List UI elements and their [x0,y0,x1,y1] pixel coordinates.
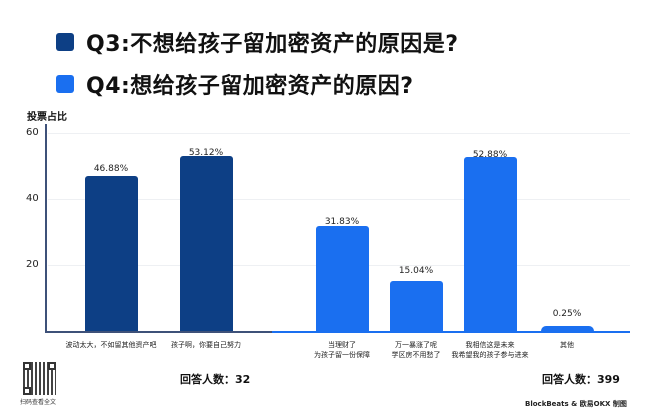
category-line-1: 万一暴涨了呢 [395,341,437,349]
value-label: 46.88% [93,164,129,174]
legend-swatch-q3 [56,33,74,51]
category-label: 我相信这是未来 我希望我的孩子参与进来 [440,340,540,360]
category-line-1: 我相信这是未来 [465,341,515,349]
value-label: 53.12% [188,148,224,158]
y-tick-20: 20 [26,259,39,270]
legend-label-q4: Q4:想给孩子留加密资产的原因? [86,74,414,99]
category-label: 孩子啊，你要自己努力 [171,341,241,349]
y-tick-60: 60 [26,127,39,138]
category-label: 万一暴涨了呢 学区房不用愁了 [366,340,466,360]
y-axis-line [45,124,47,333]
category-line-1: 当理财了 [328,341,356,349]
legend-label-q3: Q3:不想给孩子留加密资产的原因是? [86,32,459,57]
legend-item-q3: Q3:不想给孩子留加密资产的原因是? [56,26,459,58]
respondent-count-q3: 回答人数：32 [180,373,251,386]
bar-q4-future [464,157,517,331]
category-line-2: 我希望我的孩子参与进来 [451,351,529,359]
respondent-count-q4: 回答人数：399 [542,373,620,386]
qr-code-icon[interactable] [23,362,56,395]
value-label: 31.83% [324,217,360,227]
bar-q3-selfreliant [180,156,233,331]
baseline-q4 [272,331,630,333]
gridline-60 [48,133,630,134]
category-label: 波动太大，不如留其他资产吧 [65,341,157,349]
legend-swatch-q4 [56,75,74,93]
bar-q3-volatile [85,176,138,331]
category-line-2: 学区房不用愁了 [391,351,441,359]
legend-item-q4: Q4:想给孩子留加密资产的原因? [56,68,414,100]
bar-q4-surge [390,281,443,331]
bar-q4-other [541,326,594,331]
value-label: 52.88% [472,150,508,160]
qr-caption: 扫码查看全文 [20,399,57,406]
gridline-40 [48,199,630,200]
value-label: 15.04% [398,266,434,276]
value-label: 0.25% [552,309,582,319]
category-label: 当理财了 为孩子留一份保障 [292,340,392,360]
bar-q4-savings [316,226,369,331]
category-label: 其他 [560,341,574,349]
category-line-2: 为孩子留一份保障 [314,351,370,359]
y-axis-label: 投票占比 [27,112,67,123]
baseline-q3 [45,331,272,333]
credit-text: BlockBeats & 欧易OKX 制图 [525,400,627,408]
y-tick-40: 40 [26,193,39,204]
